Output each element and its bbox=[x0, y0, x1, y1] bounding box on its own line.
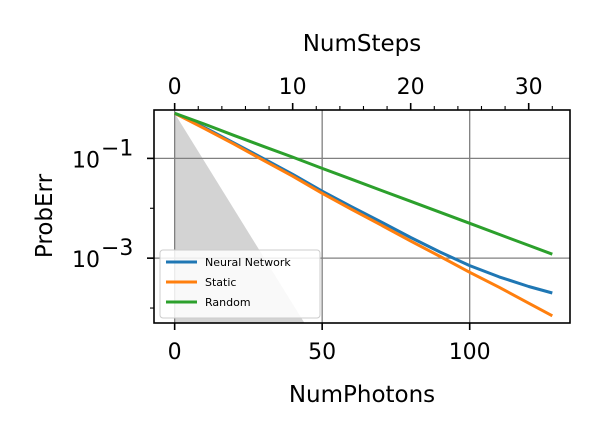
legend-label-random: Random bbox=[205, 296, 251, 309]
grid-layer bbox=[154, 110, 570, 323]
x-axis-label: NumPhotons bbox=[289, 382, 435, 408]
y-tick-exponent-0: −1 bbox=[101, 136, 133, 161]
series-layer bbox=[174, 111, 554, 318]
x-tick-label-1: 50 bbox=[308, 340, 336, 365]
x2-tick-label-0: 0 bbox=[168, 75, 182, 100]
plot-frame bbox=[153, 109, 571, 324]
legend-label-neural-network: Neural Network bbox=[205, 256, 291, 269]
x2-tick-label-1: 10 bbox=[279, 75, 307, 100]
y-tick-label-0: 10 bbox=[72, 148, 100, 173]
x2-axis-label: NumSteps bbox=[303, 31, 422, 57]
legend-box bbox=[159, 249, 321, 319]
series-line-random bbox=[174, 111, 553, 256]
y-tick-label-1: 10 bbox=[72, 248, 100, 273]
legend: Neural Network Static Random bbox=[159, 249, 321, 319]
y-tick-exponent-1: −3 bbox=[101, 236, 133, 261]
x-tick-label-0: 0 bbox=[168, 340, 182, 365]
x-tick-label-2: 100 bbox=[449, 340, 491, 365]
y-axis-label: ProbErr bbox=[32, 173, 58, 258]
x2-tick-label-3: 30 bbox=[515, 75, 543, 100]
series-line-static bbox=[174, 111, 554, 318]
legend-label-static: Static bbox=[205, 276, 236, 289]
x2-tick-label-2: 20 bbox=[397, 75, 425, 100]
